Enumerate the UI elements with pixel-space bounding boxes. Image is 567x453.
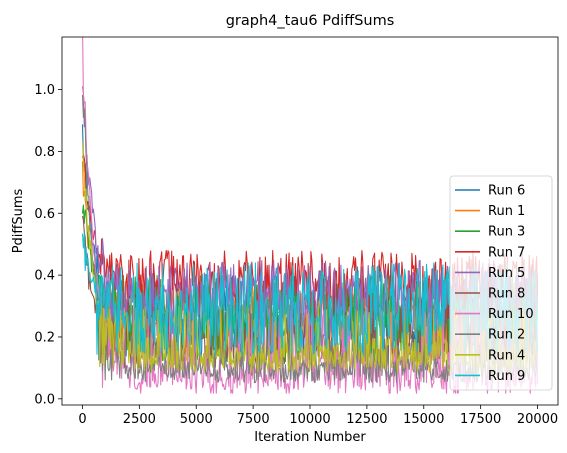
x-tick-label: 10000 [289,412,330,427]
x-axis-title: Iteration Number [254,430,366,445]
y-tick-label: 0.0 [34,392,55,407]
x-tick-label: 12500 [346,412,387,427]
y-tick-label: 0.2 [34,330,55,345]
legend-label: Run 6 [488,184,525,199]
chart-title: graph4_tau6 PdiffSums [226,13,395,29]
y-tick-label: 0.8 [34,145,55,160]
y-tick-label: 0.6 [34,207,55,222]
y-axis: 0.0 0.2 0.4 0.6 0.8 1.0 [34,83,62,407]
legend-label: Run 10 [488,307,534,322]
y-tick-label: 0.4 [34,269,55,284]
legend-label: Run 3 [488,225,525,240]
legend-box [449,175,553,391]
x-tick-label: 15000 [403,412,444,427]
y-tick-label: 1.0 [34,83,55,98]
x-tick-label: 7500 [237,412,270,427]
legend-label: Run 7 [488,245,525,260]
x-tick-label: 20000 [517,412,558,427]
x-axis: 0 2500 5000 7500 10000 12500 15000 17500 20000 [78,405,558,427]
legend: Run 6 Run 1 Run 3 Run 7 Run 5 Run 8 Run 10 Run … [449,175,553,391]
x-tick-label: 17500 [460,412,501,427]
legend-label: Run 9 [488,369,525,384]
x-tick-label: 5000 [180,412,213,427]
legend-label: Run 2 [488,328,525,343]
y-axis-title: PdiffSums [11,188,26,253]
legend-label: Run 8 [488,287,525,302]
legend-label: Run 5 [488,266,525,281]
x-tick-label: 2500 [123,412,156,427]
x-tick-label: 0 [78,412,86,427]
legend-label: Run 4 [488,348,525,363]
legend-label: Run 1 [488,204,525,219]
